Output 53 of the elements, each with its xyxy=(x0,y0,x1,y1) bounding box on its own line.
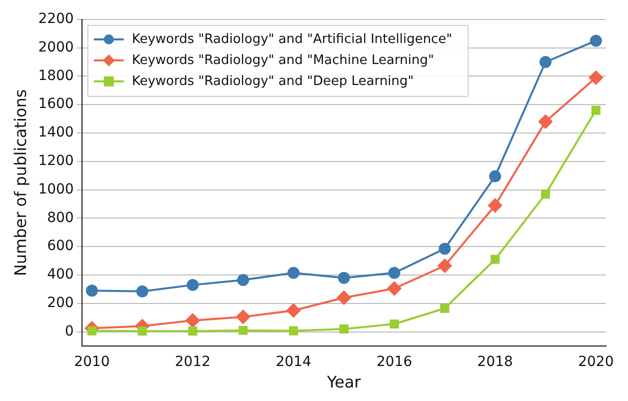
legend-label: Keywords "Radiology" and "Deep Learning" xyxy=(132,74,414,89)
legend-label: Keywords "Radiology" and "Machine Learning" xyxy=(132,52,434,68)
point xyxy=(590,34,602,47)
point xyxy=(488,198,502,212)
point xyxy=(339,324,348,334)
point xyxy=(286,304,301,318)
y-tick-label: 2200 xyxy=(38,11,74,28)
point xyxy=(138,326,147,336)
point xyxy=(390,319,399,329)
point xyxy=(540,190,550,199)
y-tick-label: 1800 xyxy=(38,68,74,84)
point xyxy=(438,258,452,273)
point xyxy=(489,170,502,182)
point xyxy=(440,304,450,313)
point xyxy=(237,274,250,286)
point xyxy=(540,56,552,68)
point xyxy=(387,281,402,296)
point xyxy=(186,313,200,328)
y-tick-label: 1400 xyxy=(38,124,74,141)
point xyxy=(86,284,98,297)
point xyxy=(490,254,500,264)
x-tick-label: 2014 xyxy=(276,354,312,370)
point xyxy=(188,326,198,336)
point xyxy=(288,326,298,336)
y-tick-label: 1200 xyxy=(38,153,74,170)
point xyxy=(288,266,300,279)
point xyxy=(238,326,248,335)
x-tick-label: 2018 xyxy=(477,354,513,370)
x-axis-title: Year xyxy=(326,372,362,392)
point xyxy=(591,106,600,115)
point xyxy=(336,290,351,305)
point xyxy=(236,310,250,324)
point xyxy=(588,70,603,85)
y-tick-label: 200 xyxy=(47,295,74,312)
y-tick-label: 1000 xyxy=(38,181,74,198)
y-axis-title: Number of publications xyxy=(10,89,30,276)
y-tick-label: 400 xyxy=(47,266,74,283)
point xyxy=(136,285,148,298)
y-tick-label: 0 xyxy=(64,323,74,340)
x-tick-label: 2016 xyxy=(376,354,412,370)
point xyxy=(438,242,451,255)
legend-label: Keywords "Radiology" and "Artificial Intelligence" xyxy=(132,32,452,47)
point xyxy=(388,266,400,279)
x-tick-label: 2012 xyxy=(174,354,211,370)
y-tick-label: 1600 xyxy=(38,96,74,112)
x-tick-label: 2020 xyxy=(578,354,614,370)
y-tick-label: 600 xyxy=(47,238,74,254)
point xyxy=(186,278,199,291)
point xyxy=(338,272,350,284)
y-tick-label: 800 xyxy=(47,210,74,226)
x-tick-label: 2010 xyxy=(74,354,110,370)
y-tick-label: 2000 xyxy=(38,39,74,56)
point xyxy=(538,114,553,129)
